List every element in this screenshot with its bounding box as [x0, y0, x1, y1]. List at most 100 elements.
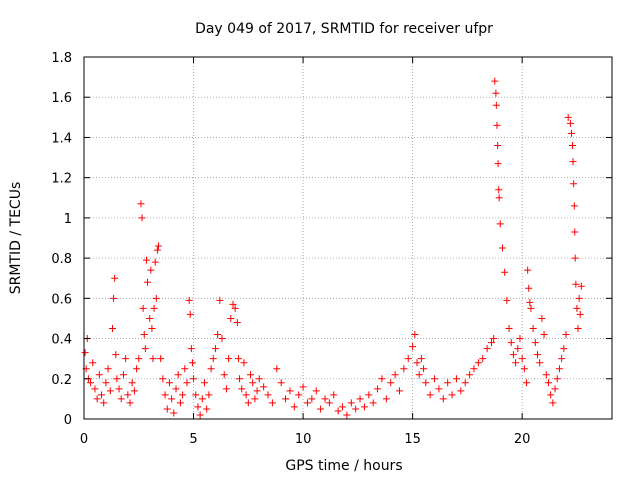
data-point	[117, 395, 125, 403]
data-point	[229, 300, 237, 308]
data-point	[112, 351, 120, 359]
data-point	[102, 379, 110, 387]
data-point	[236, 375, 244, 383]
data-point	[303, 399, 311, 407]
data-point	[574, 325, 582, 332]
data-point	[573, 304, 581, 312]
data-point	[495, 194, 503, 202]
data-point	[360, 403, 368, 411]
data-point	[106, 387, 114, 395]
data-point	[150, 304, 158, 312]
data-point	[483, 345, 491, 353]
data-point	[356, 395, 364, 403]
data-point	[104, 365, 112, 373]
data-point	[198, 395, 206, 403]
data-point	[209, 355, 217, 363]
y-tick-label: 0.6	[51, 292, 72, 307]
x-tick-label: 5	[189, 432, 197, 447]
data-point	[190, 375, 198, 383]
data-point	[95, 371, 103, 379]
data-point	[339, 403, 347, 411]
data-point	[488, 339, 496, 347]
data-point	[128, 379, 136, 387]
data-point	[551, 385, 559, 393]
data-point	[494, 160, 502, 168]
data-point	[260, 383, 268, 391]
data-point	[317, 405, 325, 413]
data-point	[531, 339, 539, 347]
x-tick-label: 15	[404, 432, 421, 447]
data-point	[523, 379, 531, 387]
data-point	[575, 294, 583, 302]
data-point	[147, 266, 155, 274]
data-point	[110, 294, 118, 302]
data-point	[144, 278, 152, 286]
data-point	[174, 371, 182, 379]
data-point	[569, 158, 577, 166]
data-point	[140, 331, 148, 339]
data-point	[492, 89, 500, 97]
data-point	[130, 387, 138, 395]
x-tick-label: 20	[514, 432, 531, 447]
data-point	[524, 266, 532, 274]
data-point	[334, 407, 342, 415]
data-point	[282, 395, 290, 403]
data-point	[290, 403, 298, 411]
data-point	[196, 411, 204, 419]
data-point	[352, 405, 360, 413]
data-point	[395, 387, 403, 395]
data-point	[181, 365, 189, 373]
data-point	[185, 296, 193, 304]
data-point	[111, 274, 119, 282]
data-point	[273, 365, 281, 373]
data-point	[321, 395, 329, 403]
data-point	[509, 351, 517, 359]
data-point	[411, 331, 419, 339]
data-point	[179, 391, 187, 399]
data-point	[461, 379, 469, 387]
data-point	[165, 379, 173, 387]
data-point	[142, 256, 150, 264]
data-point	[186, 310, 194, 318]
data-point	[187, 345, 195, 353]
data-point	[170, 409, 178, 417]
data-point	[466, 371, 474, 379]
data-point	[498, 244, 506, 252]
data-point	[242, 391, 250, 399]
data-point	[188, 359, 196, 367]
y-tick-label: 0.4	[51, 333, 72, 348]
data-point	[203, 405, 211, 413]
data-point	[264, 391, 272, 399]
data-point	[268, 399, 276, 407]
data-point	[553, 375, 561, 383]
y-tick-label: 0	[64, 413, 72, 428]
data-point	[218, 335, 226, 343]
data-point	[135, 355, 143, 363]
data-point	[439, 395, 447, 403]
data-point	[457, 387, 465, 395]
data-point	[444, 379, 452, 387]
grid-lines	[84, 57, 612, 419]
y-tick-label: 0.8	[51, 252, 72, 267]
data-point	[544, 379, 552, 387]
data-point	[570, 180, 578, 188]
data-point	[562, 331, 570, 339]
data-point	[503, 296, 511, 304]
data-point	[534, 351, 542, 359]
data-point	[172, 385, 180, 393]
data-point	[113, 375, 121, 383]
data-point	[205, 391, 213, 399]
data-point	[492, 101, 500, 109]
data-point	[148, 325, 156, 332]
data-point	[501, 268, 509, 276]
data-point	[365, 391, 373, 399]
data-point	[435, 385, 443, 393]
data-point	[133, 365, 141, 373]
data-point	[176, 399, 184, 407]
data-point	[577, 282, 585, 290]
data-point	[253, 387, 261, 395]
data-point	[518, 355, 526, 363]
data-point	[139, 304, 147, 312]
data-point	[222, 385, 230, 393]
